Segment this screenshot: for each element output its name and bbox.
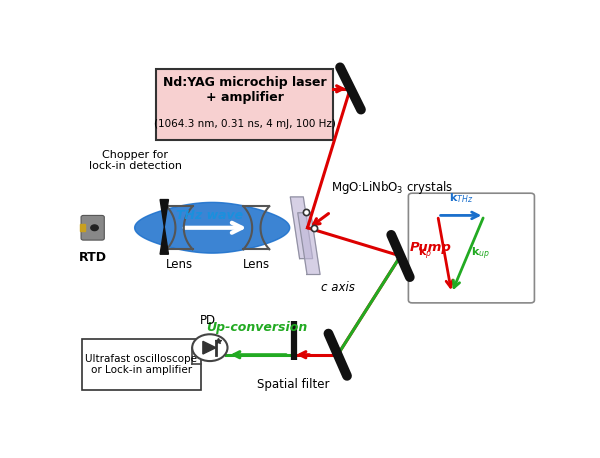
- Text: Nd:YAG microchip laser
+ amplifier: Nd:YAG microchip laser + amplifier: [163, 76, 326, 104]
- Text: RTD: RTD: [79, 251, 107, 264]
- Text: Lens: Lens: [243, 258, 270, 271]
- Circle shape: [91, 225, 98, 230]
- Text: $\mathbf{k}_{up}$: $\mathbf{k}_{up}$: [472, 246, 490, 262]
- Text: Ultrafast oscilloscope
or Lock-in amplifier: Ultrafast oscilloscope or Lock-in amplif…: [85, 354, 197, 375]
- Polygon shape: [160, 227, 169, 254]
- FancyBboxPatch shape: [157, 69, 333, 140]
- Bar: [80, 224, 85, 231]
- Text: $\mathbf{k}_p$: $\mathbf{k}_p$: [418, 246, 432, 262]
- Text: PD: PD: [199, 314, 215, 327]
- Text: Pump: Pump: [410, 240, 452, 254]
- Polygon shape: [298, 213, 320, 274]
- Polygon shape: [203, 341, 216, 354]
- Text: Spatial filter: Spatial filter: [257, 378, 330, 391]
- Polygon shape: [160, 200, 169, 227]
- Text: (1064.3 nm, 0.31 ns, 4 mJ, 100 Hz): (1064.3 nm, 0.31 ns, 4 mJ, 100 Hz): [154, 119, 335, 129]
- Circle shape: [192, 334, 227, 361]
- Text: THz wave: THz wave: [176, 209, 244, 222]
- Text: Lens: Lens: [166, 258, 193, 271]
- Text: Chopper for
lock-in detection: Chopper for lock-in detection: [89, 150, 182, 171]
- Text: MgO:LiNbO$_3$ crystals: MgO:LiNbO$_3$ crystals: [331, 179, 453, 196]
- Text: Up-conversion: Up-conversion: [206, 321, 307, 334]
- FancyBboxPatch shape: [81, 215, 104, 240]
- Polygon shape: [134, 202, 290, 253]
- Text: c axis: c axis: [322, 281, 355, 294]
- Polygon shape: [290, 197, 313, 259]
- Text: $\mathbf{k}_{THz}$: $\mathbf{k}_{THz}$: [449, 191, 473, 205]
- FancyBboxPatch shape: [82, 339, 200, 390]
- FancyBboxPatch shape: [409, 193, 535, 303]
